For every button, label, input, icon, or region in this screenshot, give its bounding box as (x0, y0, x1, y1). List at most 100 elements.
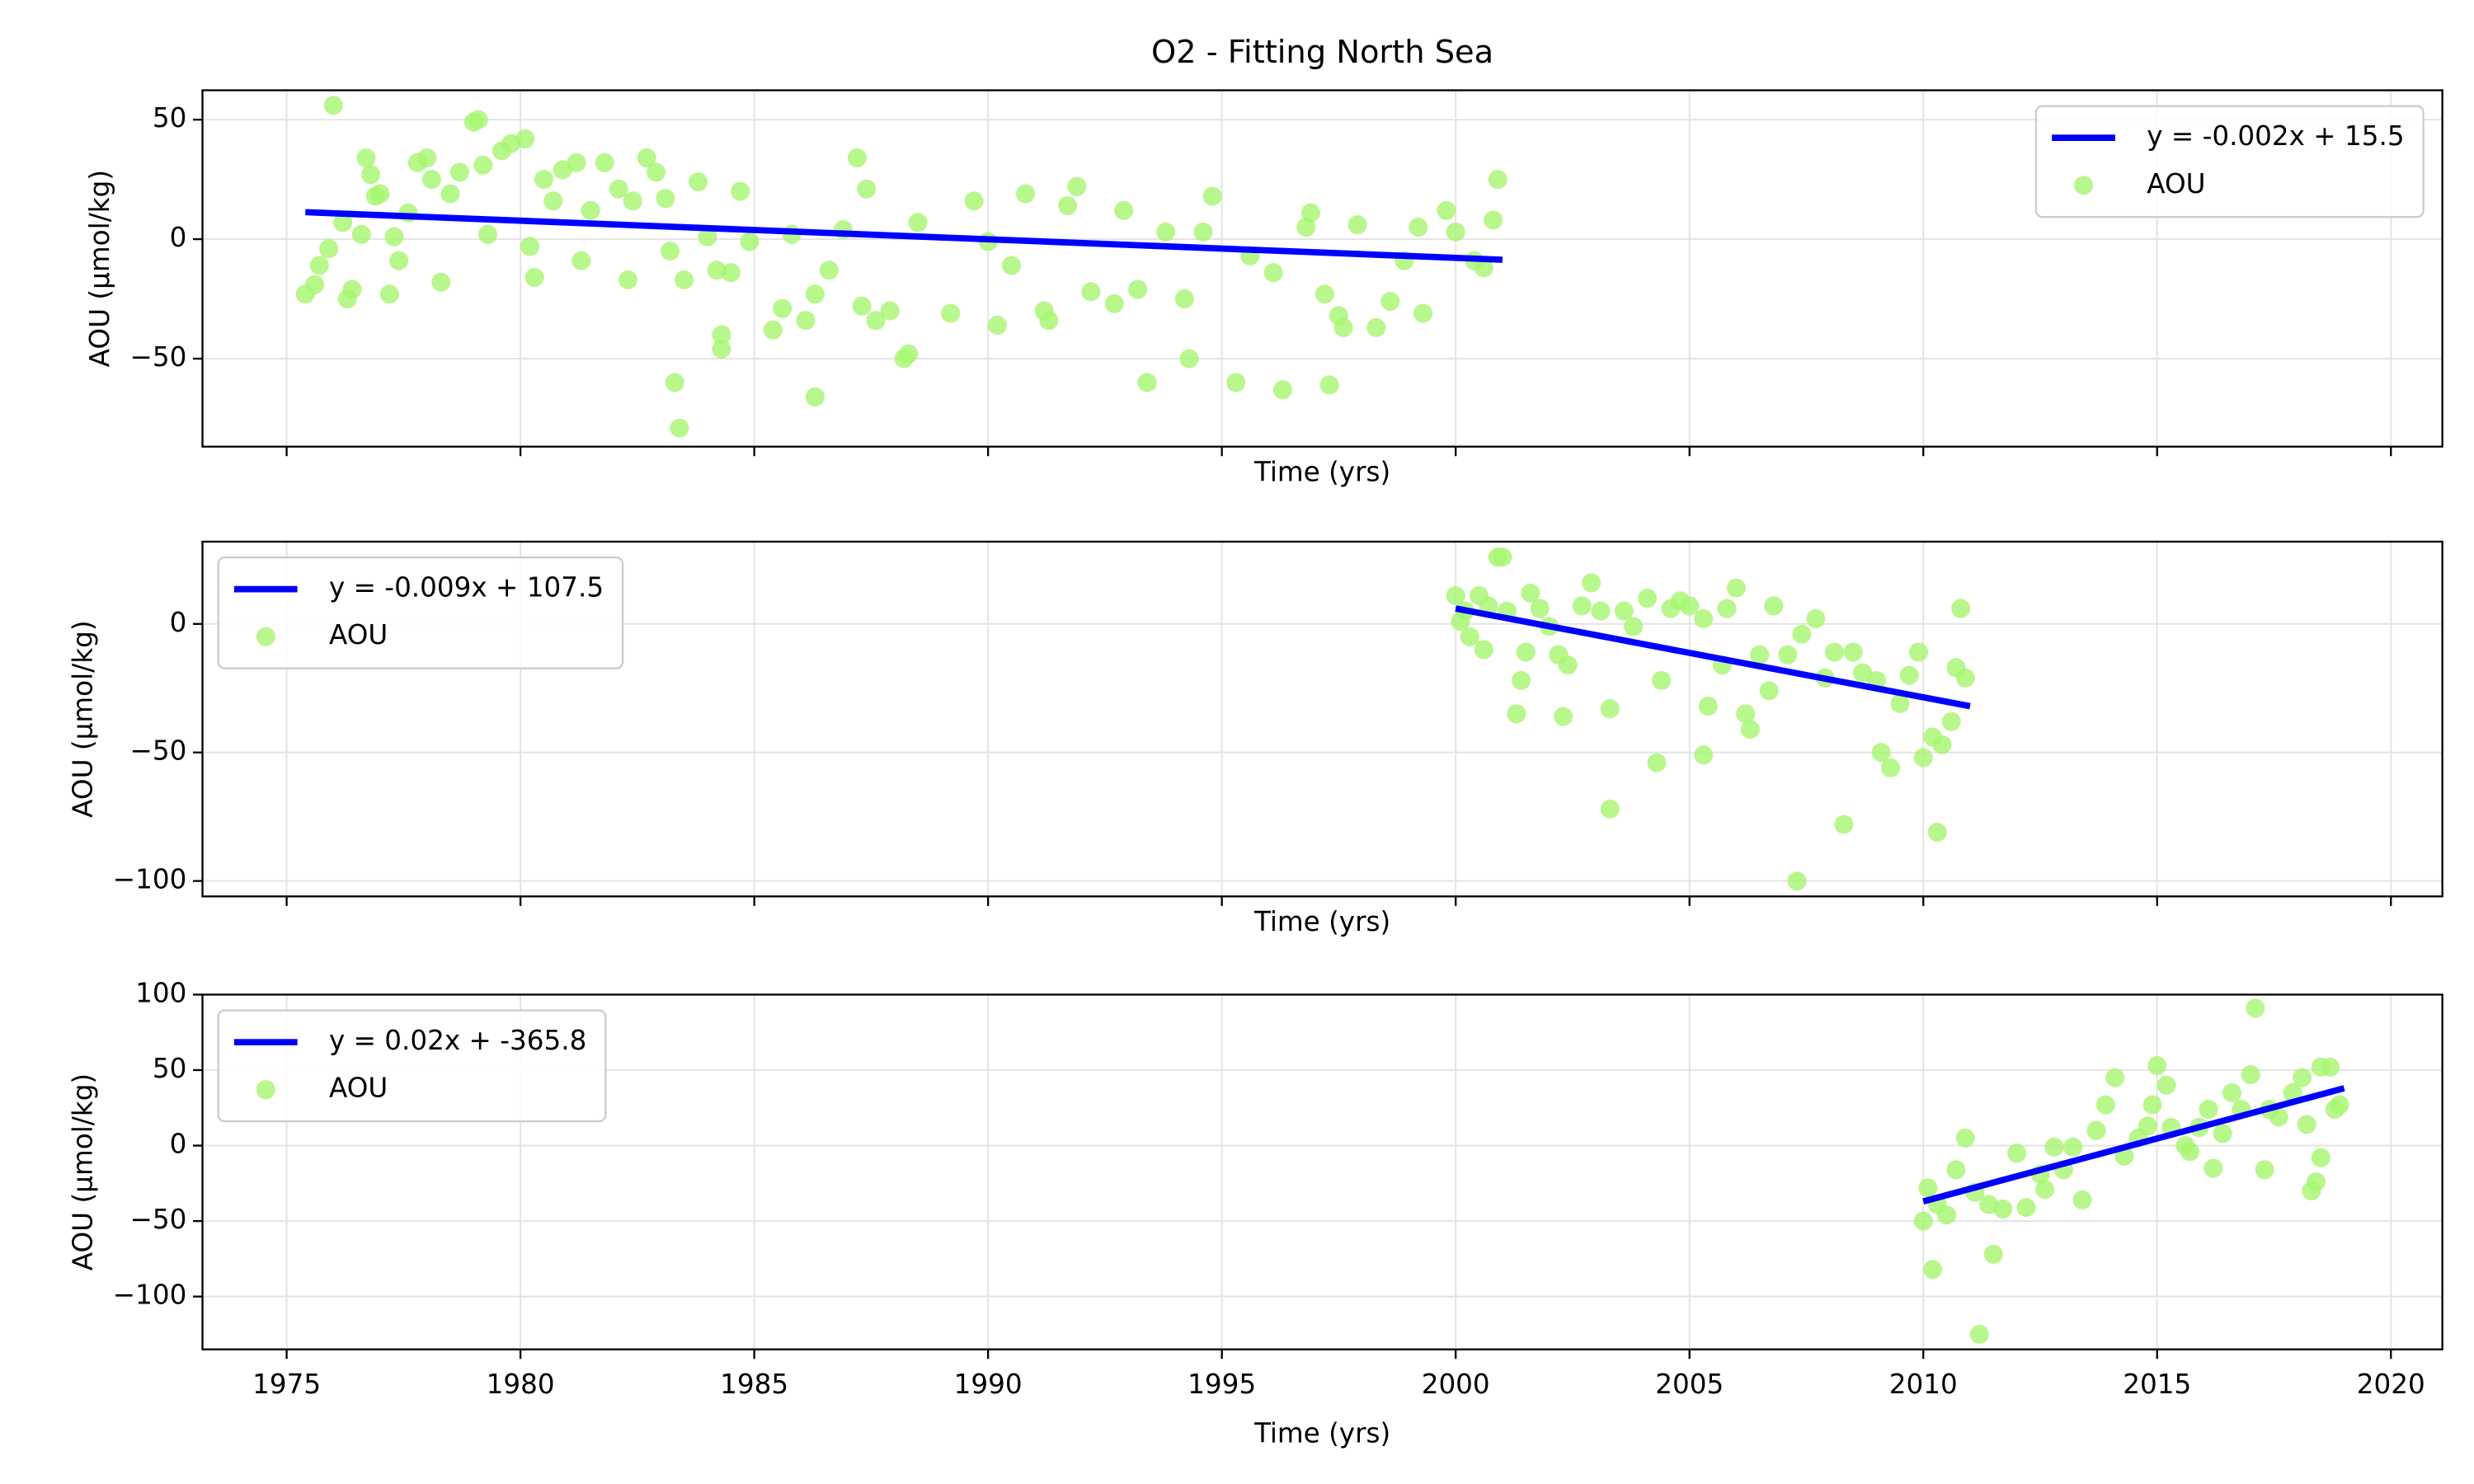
data-point (2063, 1137, 2083, 1157)
y-tick-label: 50 (153, 102, 186, 134)
data-point (2283, 1082, 2302, 1102)
y-tick-label: 0 (170, 222, 187, 253)
data-point (1750, 645, 1770, 665)
data-point (356, 148, 376, 168)
data-point (1927, 822, 1947, 842)
data-point (1913, 748, 1933, 768)
data-point (1512, 670, 1531, 690)
data-point (305, 275, 325, 294)
data-point (1446, 585, 1465, 605)
data-point (1591, 601, 1611, 621)
data-point (1315, 284, 1334, 304)
data-point (553, 160, 572, 180)
data-point (964, 191, 984, 211)
data-point (1918, 1178, 1938, 1198)
data-point (637, 148, 656, 168)
data-point (773, 298, 793, 318)
data-point (342, 279, 362, 299)
data-point (721, 263, 741, 283)
data-point (2147, 1055, 2167, 1075)
data-point (1081, 282, 1101, 302)
data-point (1834, 815, 1854, 834)
data-point (1759, 681, 1779, 701)
data-point (2293, 1068, 2312, 1087)
legend-box (217, 556, 624, 669)
data-point (1114, 200, 1134, 220)
fit-line (1922, 1085, 2345, 1205)
x-tick-label: 1975 (252, 1369, 321, 1400)
data-point (534, 170, 553, 190)
legend-label: AOU (329, 1073, 388, 1104)
data-point (2297, 1115, 2316, 1134)
data-point (1272, 380, 1292, 400)
data-point (707, 261, 727, 280)
axes-frame (201, 89, 2443, 448)
data-point (1652, 670, 1672, 690)
data-point (665, 373, 684, 392)
data-point (987, 315, 1007, 335)
data-point (2199, 1100, 2218, 1120)
data-point (1554, 707, 1573, 726)
data-point (899, 344, 919, 364)
data-point (333, 213, 353, 232)
data-point (1736, 704, 1756, 724)
data-point (1521, 583, 1540, 603)
data-point (618, 270, 638, 289)
data-point (417, 148, 437, 168)
data-point (1909, 642, 1929, 662)
data-point (819, 261, 839, 280)
data-point (384, 227, 404, 247)
data-point (520, 237, 539, 256)
data-point (1128, 279, 1148, 299)
data-point (323, 96, 343, 115)
y-tick-label: 50 (153, 1053, 186, 1084)
data-point (623, 191, 642, 211)
data-point (1955, 1128, 1975, 1148)
data-point (431, 272, 451, 292)
legend-box (217, 1009, 607, 1123)
data-point (1413, 303, 1433, 323)
data-point (1380, 291, 1400, 312)
data-point (2142, 1095, 2162, 1115)
data-point (1104, 294, 1124, 313)
plot-area (1446, 547, 1975, 891)
data-point (1193, 222, 1213, 242)
data-point (2246, 998, 2265, 1018)
data-point (2204, 1158, 2223, 1178)
data-point (1740, 720, 1760, 740)
y-tick-label: 0 (170, 1128, 187, 1159)
data-point (2321, 1057, 2340, 1077)
data-point (2157, 1075, 2176, 1095)
data-point (2180, 1142, 2199, 1162)
y-tick-label: −50 (130, 735, 187, 767)
data-point (524, 267, 544, 288)
data-point (1179, 349, 1199, 369)
y-axis-label: AOU (µmol/kg) (67, 620, 98, 817)
x-tick-label: 2000 (1422, 1369, 1490, 1400)
data-point (2016, 1198, 2036, 1218)
data-point (1137, 373, 1157, 392)
data-point (319, 239, 339, 259)
data-point (473, 155, 493, 175)
y-axis-label: AOU (µmol/kg) (84, 170, 115, 367)
data-point (1488, 170, 1507, 190)
data-point (2095, 1095, 2115, 1115)
data-point (1726, 578, 1746, 598)
x-axis-label: Time (yrs) (1253, 906, 1390, 937)
x-tick-label: 1995 (1188, 1369, 1256, 1400)
data-point (1366, 317, 1386, 337)
plot-area (295, 96, 1507, 438)
data-point (1202, 186, 1222, 206)
data-point (477, 224, 497, 244)
data-point (2138, 1116, 2157, 1136)
data-point (670, 418, 689, 438)
fit-line (1455, 605, 1971, 710)
data-point (1969, 1324, 1989, 1344)
subplot: 1975 1980 1985 1990 1995 2000 2005 2010 2015 2020… (67, 977, 2443, 1449)
data-point (2241, 1064, 2260, 1084)
y-tick-label: 100 (135, 977, 186, 1008)
data-point (1001, 256, 1022, 275)
data-point (1300, 203, 1320, 223)
